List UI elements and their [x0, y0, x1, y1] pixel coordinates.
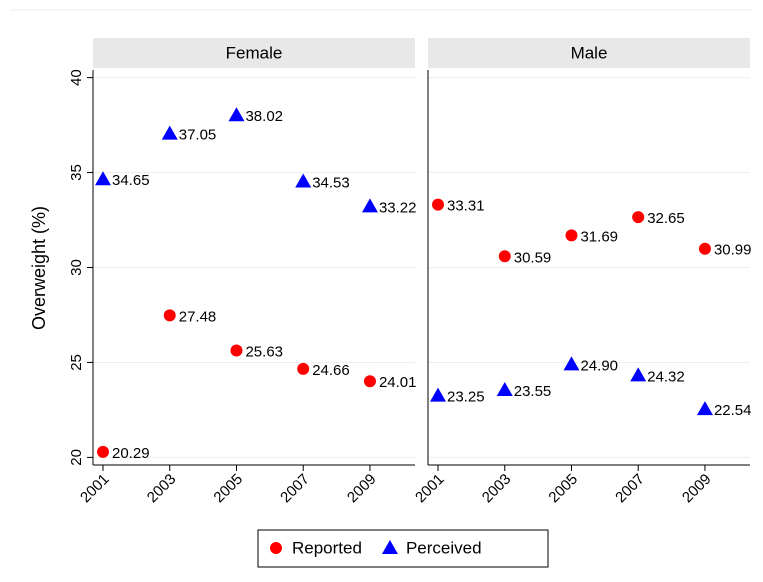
data-label: 23.25 — [447, 389, 485, 406]
x-tick-label: 2009 — [344, 471, 380, 507]
legend-box — [257, 529, 549, 568]
y-tick-label: 35 — [68, 164, 85, 181]
data-label: 24.01 — [379, 374, 417, 391]
triangle-point — [630, 367, 647, 382]
data-label: 33.22 — [379, 199, 417, 216]
triangle-point — [95, 171, 112, 186]
data-label: 27.48 — [179, 308, 217, 325]
strip — [428, 38, 750, 68]
triangle-point — [161, 125, 178, 140]
triangle-point — [696, 401, 713, 416]
data-label: 34.65 — [112, 172, 150, 189]
x-tick-label: 2003 — [144, 471, 180, 507]
data-label: 31.69 — [580, 228, 618, 245]
data-label: 24.90 — [580, 357, 618, 374]
data-label: 25.63 — [245, 343, 283, 360]
x-tick-label: 2007 — [277, 471, 313, 507]
triangle-point — [228, 107, 245, 122]
circle-point — [163, 309, 176, 322]
triangle-point — [381, 540, 398, 554]
data-label: 24.32 — [647, 368, 685, 385]
data-label: 20.29 — [112, 445, 150, 462]
panel-title: Male — [571, 43, 608, 62]
circle-point — [498, 250, 511, 263]
legend-label: Perceived — [406, 538, 482, 557]
x-tick-label: 2005 — [210, 471, 246, 507]
data-label: 23.55 — [514, 383, 552, 400]
x-tick-label: 2003 — [479, 471, 515, 507]
x-tick-label: 2005 — [545, 471, 581, 507]
triangle-point — [430, 387, 447, 402]
circle-point — [97, 445, 110, 458]
data-label: 38.02 — [245, 108, 283, 125]
x-tick-label: 2001 — [412, 471, 448, 507]
triangle-point — [563, 356, 580, 371]
circle-point — [565, 229, 578, 242]
y-tick-label: 40 — [68, 69, 85, 86]
data-label: 37.05 — [179, 127, 217, 144]
y-tick-label: 30 — [68, 259, 85, 276]
y-tick-label: 20 — [68, 449, 85, 466]
data-label: 24.66 — [312, 362, 350, 379]
circle-point — [230, 344, 243, 357]
circle-point — [432, 198, 445, 211]
legend-label: Reported — [292, 538, 362, 557]
circle-point — [632, 211, 645, 224]
circle-point — [270, 542, 282, 554]
y-tick-label: 25 — [68, 354, 85, 371]
panel-title: Female — [226, 43, 283, 62]
x-tick-label: 2007 — [612, 471, 648, 507]
data-label: 30.99 — [714, 242, 752, 259]
triangle-point — [496, 381, 513, 396]
strip — [93, 38, 415, 68]
circle-point — [297, 362, 310, 375]
data-label: 34.53 — [312, 174, 350, 191]
x-tick-label: 2009 — [679, 471, 715, 507]
data-label: 22.54 — [714, 402, 752, 419]
x-tick-label: 2001 — [77, 471, 113, 507]
y-axis-label: Overweight (%) — [29, 206, 49, 330]
triangle-point — [361, 198, 378, 213]
data-label: 30.59 — [514, 249, 552, 266]
circle-point — [363, 375, 376, 388]
data-label: 32.65 — [647, 210, 685, 227]
data-label: 33.31 — [447, 198, 485, 215]
triangle-point — [295, 173, 312, 188]
circle-point — [698, 242, 711, 255]
